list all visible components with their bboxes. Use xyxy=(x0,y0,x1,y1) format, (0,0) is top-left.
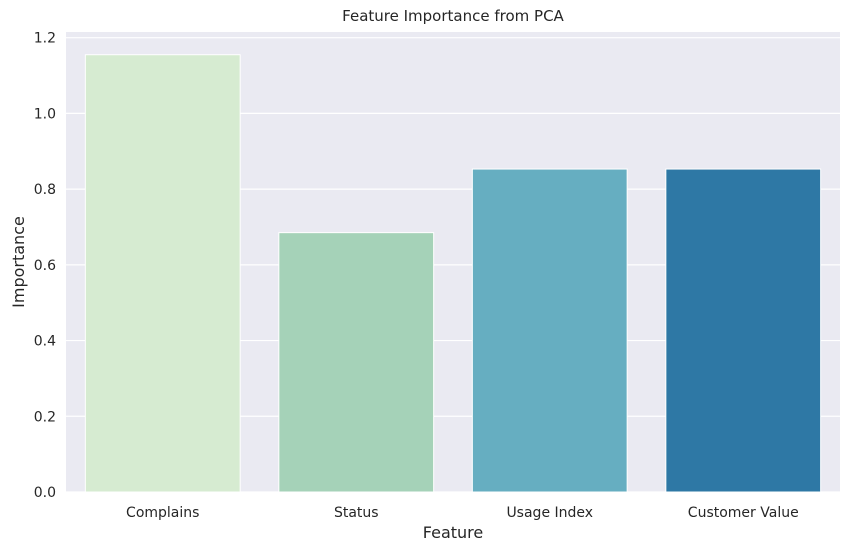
x-tick-label: Status xyxy=(334,505,379,521)
y-tick-label: 0.0 xyxy=(34,485,56,501)
x-axis-label: Feature xyxy=(423,523,483,542)
bar-usage-index xyxy=(471,168,628,493)
y-tick-label: 0.8 xyxy=(34,182,56,198)
x-tick-label: Usage Index xyxy=(506,505,593,521)
y-tick-label: 0.2 xyxy=(34,409,56,425)
bar-complains xyxy=(84,54,241,493)
bars xyxy=(84,54,822,493)
y-tick-label: 0.4 xyxy=(34,334,56,350)
y-tick-label: 0.6 xyxy=(34,258,56,274)
x-tick-label: Complains xyxy=(126,505,199,521)
y-axis-ticks: 0.0 0.2 0.4 0.6 0.8 1.0 1.2 xyxy=(34,31,56,501)
chart-title: Feature Importance from PCA xyxy=(342,7,564,25)
x-axis-ticks: Complains Status Usage Index Customer Value xyxy=(126,505,799,521)
y-tick-label: 1.2 xyxy=(34,31,56,47)
bar-status xyxy=(278,232,435,493)
y-tick-label: 1.0 xyxy=(34,106,56,122)
x-tick-label: Customer Value xyxy=(688,505,799,521)
bar-customer-value xyxy=(665,168,822,493)
y-axis-label: Importance xyxy=(9,216,28,308)
